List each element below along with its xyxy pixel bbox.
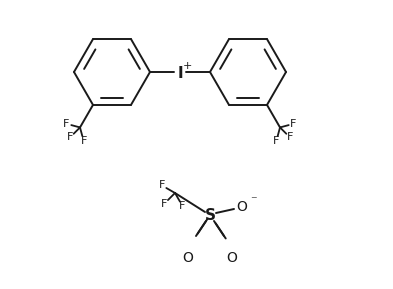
Text: F: F	[81, 136, 87, 146]
Text: I: I	[177, 66, 183, 81]
Text: F: F	[179, 201, 185, 211]
Text: F: F	[159, 181, 165, 190]
Text: F: F	[161, 199, 167, 209]
Text: +: +	[182, 61, 192, 71]
Text: S: S	[204, 208, 215, 223]
Text: F: F	[290, 119, 297, 129]
Text: ⁻: ⁻	[250, 194, 256, 208]
Text: O: O	[237, 200, 248, 214]
Text: F: F	[63, 119, 70, 129]
Text: O: O	[183, 251, 193, 265]
Text: O: O	[226, 251, 237, 265]
Text: F: F	[273, 136, 279, 146]
Text: F: F	[287, 132, 293, 142]
Text: F: F	[67, 132, 73, 142]
